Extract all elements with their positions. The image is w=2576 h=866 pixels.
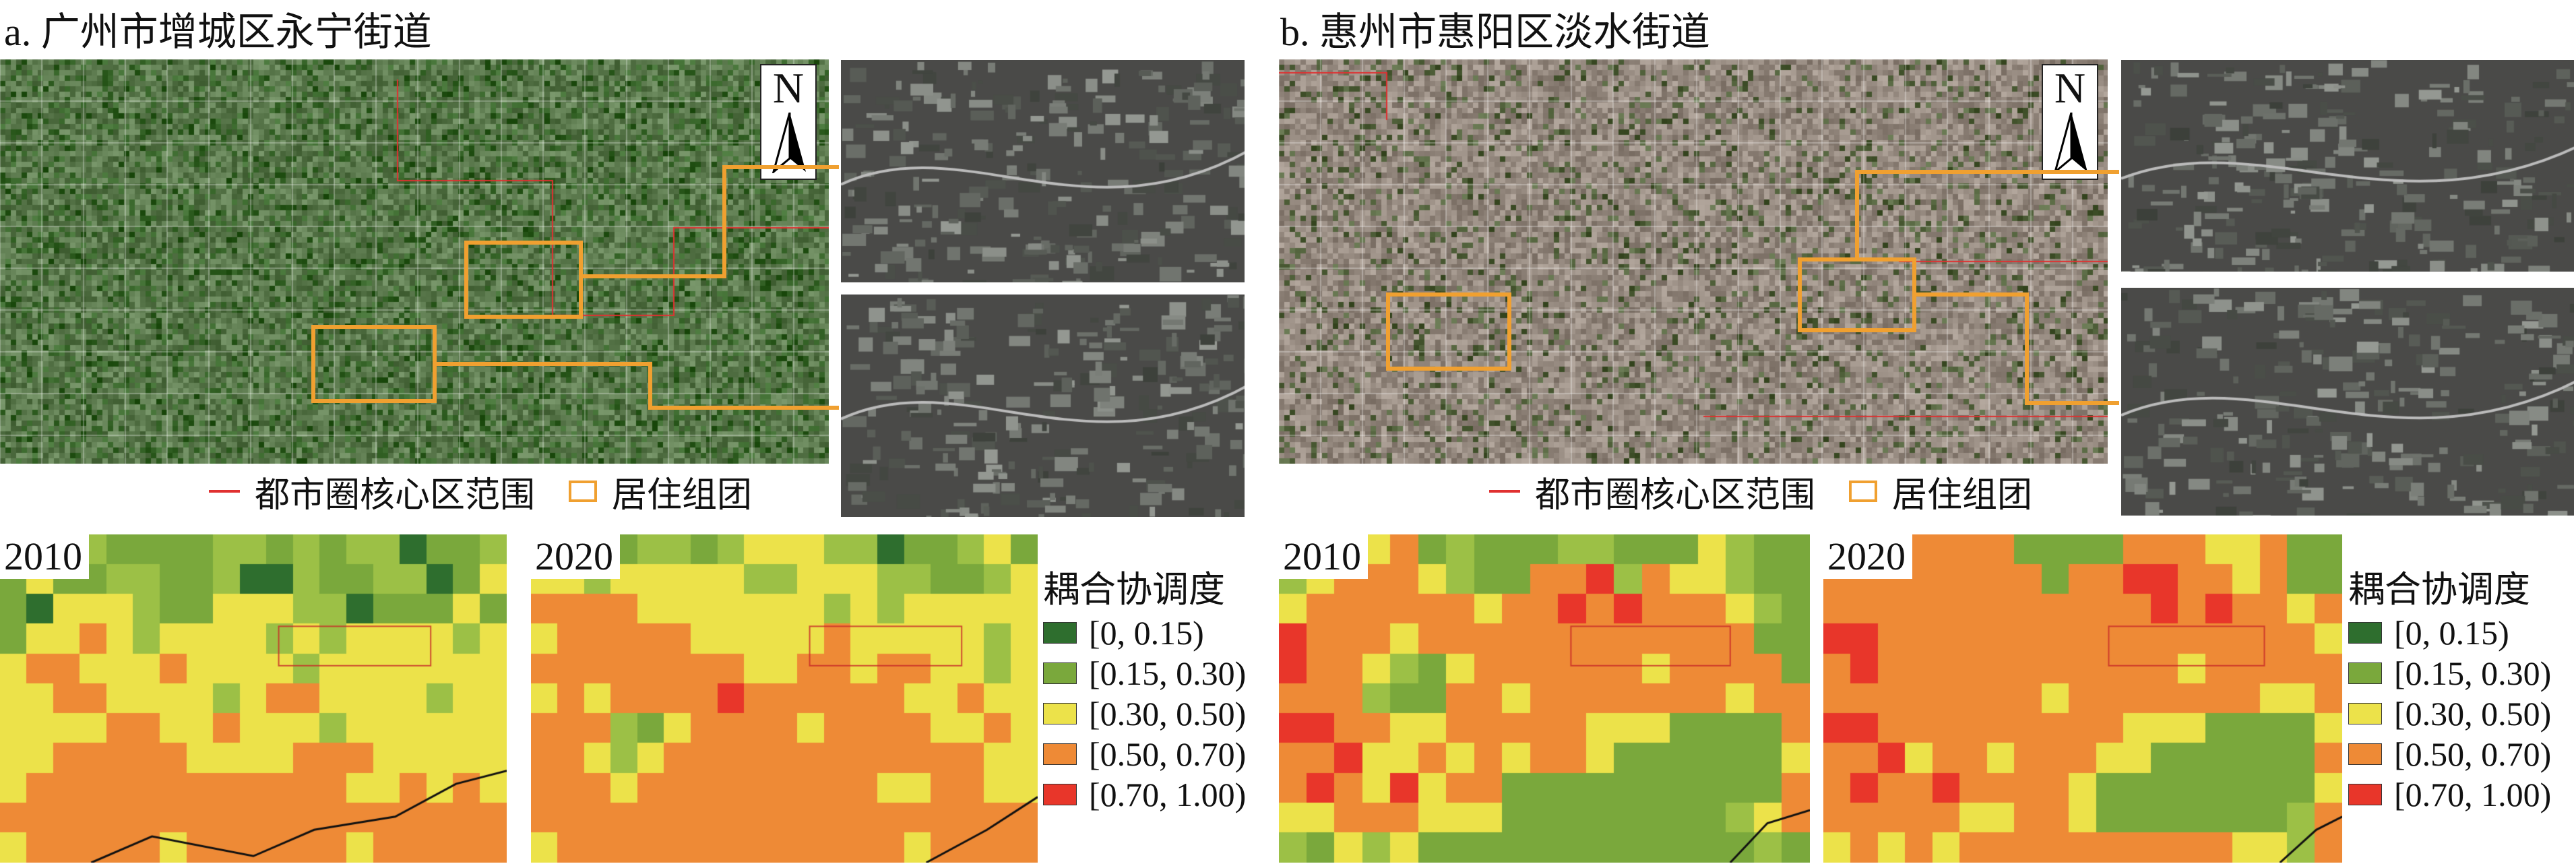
cluster-swatch [1849,481,1878,502]
panel-a-satellite-map[interactable] [0,59,829,464]
cluster-rect [311,325,437,403]
panel-a-title: a. 广州市增城区永宁街道 [4,10,432,54]
coupling-legend-item: [0, 0.15) [2348,613,2551,653]
cluster-legend-label: 居住组团 [1892,474,2033,516]
cluster-rect [1386,292,1511,371]
year-label: 2020 [1823,534,1912,579]
cluster-overlay [1386,170,2119,405]
coupling-legend-item: [0.30, 0.50) [2348,693,2551,734]
coupling-legend-swatch [2348,662,2382,684]
panel-a-map-legend: 都市圈核心区范围 居住组团 [195,465,829,518]
panel-b-satellite-map[interactable] [1279,59,2108,464]
coupling-legend-label: [0.50, 0.70) [1089,735,1247,773]
year-label: 2020 [531,534,620,579]
coupling-legend-a: 耦合协调度 [0, 0.15) [0.15, 0.30) [0.30, 0.50)[… [1043,559,1246,815]
connector-line [1855,170,2119,259]
panel-b-inset-top [2119,58,2576,274]
coupling-legend-item: [0.70, 1.00) [2348,774,2551,815]
panel-a-inset-top [839,58,1247,284]
coupling-legend-item: [0.70, 1.00) [1043,774,1246,815]
boundary-legend-label: 都市圈核心区范围 [255,474,536,516]
cluster-swatch [569,481,598,502]
coupling-legend-label: [0.15, 0.30) [2394,654,2552,692]
panel-a-north-arrow: N [760,64,817,180]
north-arrow-icon [2053,113,2087,173]
coupling-legend-swatch [2348,743,2382,765]
panel-b-grid-2010[interactable]: 2010 [1279,534,1810,863]
coupling-legend-swatch [1043,743,1077,765]
coupling-legend-swatch [1043,622,1077,644]
coupling-legend-item: [0.15, 0.30) [2348,653,2551,693]
north-label: N [772,64,805,112]
coupling-legend-label: [0, 0.15) [1089,614,1204,652]
panel-b-title: b. 惠州市惠阳区淡水街道 [1280,10,1711,54]
coupling-legend-label: [0.30, 0.50) [2394,695,2552,733]
coupling-legend-label: [0.70, 1.00) [2394,776,2552,813]
cluster-overlay [311,165,839,410]
coupling-legend-title: 耦合协调度 [1043,568,1225,611]
panel-b-map-legend: 都市圈核心区范围 居住组团 [1476,465,2119,518]
coupling-legend-swatch [2348,703,2382,724]
coupling-legend-item: [0.50, 0.70) [1043,734,1246,774]
boundary-swatch [1489,490,1520,493]
boundary-legend-label: 都市圈核心区范围 [1535,474,1816,516]
year-label: 2010 [0,534,89,579]
cluster-rect [1798,257,1916,332]
connector-line [1914,292,2119,405]
connector-line [435,362,839,410]
coupling-legend-swatch [2348,784,2382,805]
coupling-legend-b: 耦合协调度 [0, 0.15) [0.15, 0.30) [0.30, 0.50)[… [2348,559,2551,815]
cluster-rect [464,241,583,319]
coupling-legend-item: [0.50, 0.70) [2348,734,2551,774]
coupling-legend-swatch [1043,662,1077,684]
cluster-legend-label: 居住组团 [612,474,753,516]
coupling-legend-item: [0, 0.15) [1043,613,1246,653]
coupling-legend-label: [0.50, 0.70) [2394,735,2552,773]
panel-b-grid-2020[interactable]: 2020 [1823,534,2342,863]
year-label: 2010 [1279,534,1368,579]
boundary-swatch [209,490,240,493]
coupling-legend-label: [0.15, 0.30) [1089,654,1247,692]
coupling-legend-swatch [1043,703,1077,724]
coupling-legend-swatch [1043,784,1077,805]
coupling-legend-swatch [2348,622,2382,644]
connector-line [581,165,839,278]
panel-a-inset-bottom [839,292,1247,519]
panel-a-grid-2010[interactable]: 2010 [0,534,507,863]
coupling-legend-label: [0.30, 0.50) [1089,695,1247,733]
coupling-legend-item: [0.30, 0.50) [1043,693,1246,734]
coupling-legend-label: [0.70, 1.00) [1089,776,1247,813]
panel-b-north-arrow: N [2042,64,2098,180]
panel-a-grid-2020[interactable]: 2020 [531,534,1038,863]
coupling-legend-title: 耦合协调度 [2348,568,2530,611]
coupling-legend-label: [0, 0.15) [2394,614,2509,652]
coupling-legend-item: [0.15, 0.30) [1043,653,1246,693]
north-label: N [2054,64,2086,112]
panel-b-inset-bottom [2119,286,2576,518]
